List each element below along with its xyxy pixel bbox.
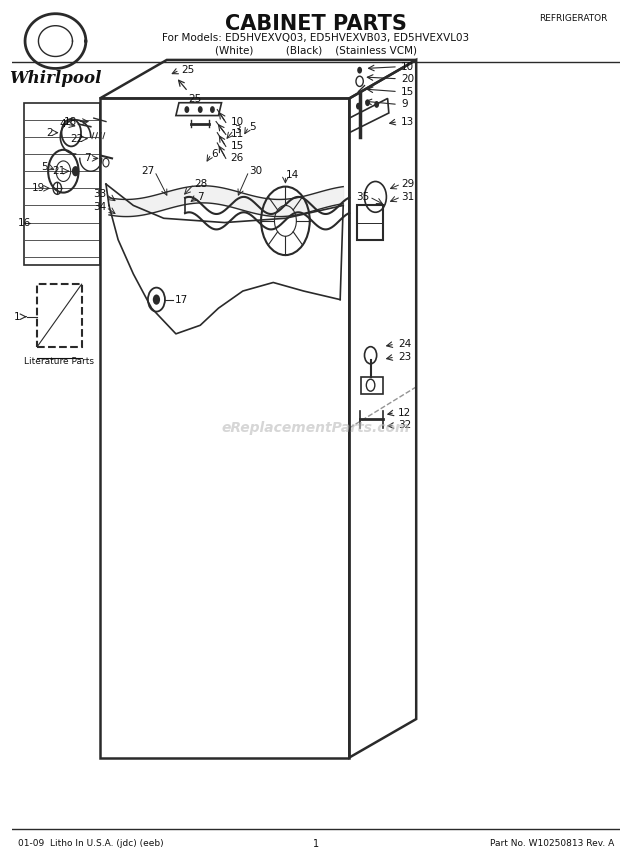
- Text: Whirlpool: Whirlpool: [9, 70, 102, 87]
- Text: 21: 21: [52, 166, 65, 176]
- Circle shape: [184, 106, 189, 113]
- Text: 29: 29: [401, 179, 414, 189]
- Text: 35: 35: [356, 192, 370, 202]
- Text: 15: 15: [231, 141, 244, 152]
- Text: 14: 14: [285, 170, 299, 181]
- Text: 23: 23: [398, 352, 411, 362]
- Text: 27: 27: [141, 166, 154, 176]
- Text: 1: 1: [14, 312, 21, 322]
- Text: 4: 4: [60, 119, 66, 129]
- Text: For Models: ED5HVEXVQ03, ED5HVEXVB03, ED5HVEXVL03: For Models: ED5HVEXVQ03, ED5HVEXVB03, ED…: [162, 33, 469, 43]
- Circle shape: [198, 106, 203, 113]
- Text: (White)          (Black)    (Stainless VCM): (White) (Black) (Stainless VCM): [215, 45, 417, 56]
- Text: 31: 31: [401, 192, 414, 202]
- Text: 15: 15: [401, 86, 414, 97]
- Text: 5: 5: [249, 122, 255, 132]
- Text: 30: 30: [249, 166, 262, 176]
- Text: 17: 17: [175, 294, 188, 305]
- Text: 11: 11: [231, 129, 244, 140]
- Circle shape: [210, 106, 215, 113]
- Text: eReplacementParts.com: eReplacementParts.com: [221, 421, 410, 435]
- Text: 10: 10: [401, 62, 414, 72]
- Circle shape: [365, 99, 370, 106]
- Text: 13: 13: [401, 116, 414, 127]
- Text: 28: 28: [194, 179, 208, 189]
- Circle shape: [153, 294, 160, 305]
- Text: 3: 3: [234, 125, 241, 135]
- Text: 19: 19: [32, 183, 45, 193]
- Circle shape: [374, 101, 379, 108]
- Text: 26: 26: [231, 153, 244, 163]
- Text: 20: 20: [401, 74, 414, 84]
- Text: 32: 32: [398, 420, 411, 431]
- Circle shape: [357, 67, 362, 74]
- Text: Literature Parts: Literature Parts: [24, 357, 94, 366]
- Text: CABINET PARTS: CABINET PARTS: [225, 14, 407, 33]
- Text: 12: 12: [398, 407, 411, 418]
- Text: 18: 18: [64, 116, 78, 127]
- Text: 16: 16: [18, 217, 31, 228]
- Text: 7: 7: [84, 153, 91, 163]
- Text: 10: 10: [231, 117, 244, 128]
- Text: 01-09  Litho In U.S.A. (jdc) (eeb): 01-09 Litho In U.S.A. (jdc) (eeb): [18, 839, 163, 848]
- Text: 7: 7: [197, 192, 204, 202]
- Text: 1: 1: [312, 839, 319, 849]
- Circle shape: [356, 103, 361, 110]
- Text: 25: 25: [181, 65, 194, 75]
- Text: 24: 24: [398, 339, 411, 349]
- Text: 34: 34: [93, 202, 106, 212]
- Text: 22: 22: [70, 134, 84, 144]
- Text: 5: 5: [42, 162, 48, 172]
- Text: 33: 33: [93, 189, 106, 199]
- Text: REFRIGERATOR: REFRIGERATOR: [539, 14, 608, 23]
- Circle shape: [72, 166, 79, 176]
- Text: 9: 9: [401, 99, 407, 110]
- Text: Part No. W10250813 Rev. A: Part No. W10250813 Rev. A: [490, 839, 614, 848]
- Text: 2: 2: [46, 128, 53, 138]
- Text: 25: 25: [188, 94, 202, 104]
- Text: 6: 6: [211, 149, 218, 159]
